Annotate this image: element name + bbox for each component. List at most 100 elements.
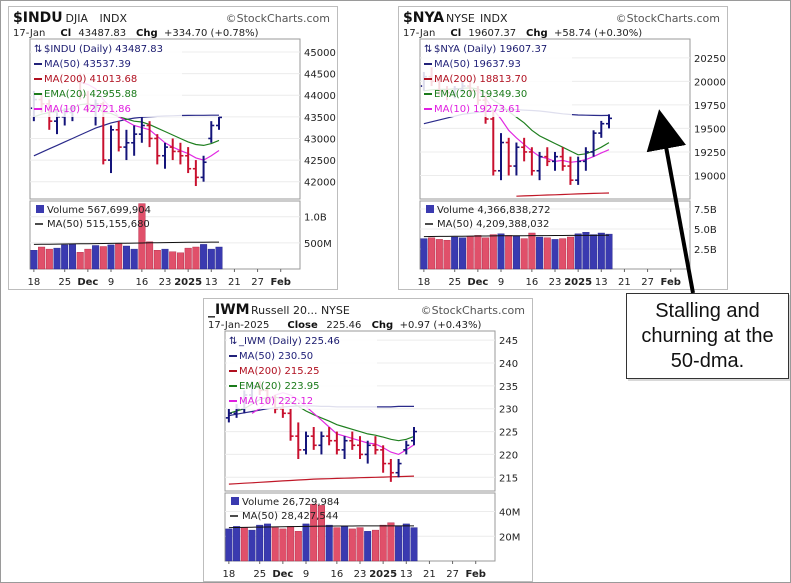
legend-entry: MA(50) 43537.39: [44, 59, 131, 70]
x-tick-label: 25: [253, 569, 266, 580]
chart-date: 17-Jan: [403, 28, 435, 39]
chart-exchange: NYSE: [446, 12, 475, 25]
y-tick-label: 220: [499, 450, 518, 461]
chg-value: +334.70 (+0.78%): [164, 28, 259, 39]
price-bar: [216, 116, 222, 130]
x-tick-label: Feb: [661, 277, 681, 288]
volume-bar: [543, 237, 551, 270]
volume-bar: [146, 241, 154, 270]
volume-bar: [402, 523, 410, 562]
chart-symbol: $INDU: [13, 10, 63, 26]
ma200-line: [516, 192, 610, 197]
volume-bar: [474, 235, 482, 270]
x-tick-label: 2025: [564, 277, 592, 288]
chart-symbol: $NYA: [403, 10, 444, 26]
x-tick-label: 25: [448, 277, 461, 288]
vol-tick-label: 20M: [499, 532, 520, 543]
price-bar: [490, 109, 497, 176]
volume-bar: [310, 503, 318, 562]
volume-bar: [341, 526, 349, 562]
price-bar: [380, 445, 387, 473]
volume-bar: [84, 248, 92, 270]
price-bar: [303, 431, 309, 455]
volume-bar: [215, 246, 223, 270]
price-bar: [318, 431, 325, 455]
volume-bar: [53, 247, 61, 270]
close-label: Cl: [60, 28, 71, 39]
x-tick-label: 23: [159, 277, 172, 288]
close-value: 225.46: [326, 320, 361, 331]
price-bar: [552, 151, 558, 171]
y-tick-label: 44500: [304, 70, 336, 81]
y-tick-label: 20000: [694, 77, 726, 88]
legend-entry: MA(10) 42721.86: [44, 104, 131, 115]
chart-kind: INDX: [480, 12, 508, 25]
volume-bar: [605, 233, 613, 270]
price-bar: [310, 427, 317, 450]
x-tick-label: 13: [595, 277, 608, 288]
x-tick-label: 25: [58, 277, 71, 288]
y-tick-label: 44000: [304, 91, 336, 102]
legend: ⇅ $NYA (Daily) 19607.37 MA(50) 19637.93 MA(…: [422, 41, 572, 117]
volume-bar: [200, 244, 208, 270]
x-tick-label: 9: [108, 277, 114, 288]
legend-bar-icon: ⇅: [229, 336, 237, 347]
volume-bar: [61, 244, 69, 270]
legend-entry: EMA(20) 19349.30: [434, 89, 527, 100]
y-tick-label: 19000: [694, 171, 726, 182]
vol-tick-label: 40M: [499, 508, 520, 519]
x-tick-label: 18: [222, 569, 235, 580]
volume-bar: [264, 523, 272, 562]
price-bar: [513, 142, 520, 176]
price-bar: [411, 427, 417, 446]
price-bar: [606, 114, 612, 129]
volume-bar: [520, 238, 528, 270]
y-tick-label: 45000: [304, 48, 336, 59]
volume-bar: [512, 235, 520, 270]
volume-bar: [528, 232, 536, 270]
price-bar: [208, 121, 215, 143]
y-tick-label: 215: [499, 473, 518, 484]
volume-bar: [566, 236, 574, 270]
price-bar: [169, 138, 176, 161]
legend-entry: MA(50) 230.50: [239, 351, 313, 362]
x-tick-label: Dec: [272, 569, 293, 580]
price-bar: [131, 125, 138, 156]
volume-bar: [428, 237, 436, 270]
volume-bar: [248, 529, 256, 562]
vol-tick-label: 7.5B: [694, 205, 717, 216]
volume-bar: [161, 248, 169, 270]
legend-entry: MA(50) 19637.93: [434, 59, 521, 70]
volume-bar: [30, 249, 38, 270]
volume-bar: [207, 248, 215, 270]
price-bar: [498, 133, 504, 181]
volume-bar: [371, 529, 379, 562]
volume-bar: [153, 249, 161, 270]
price-bar: [177, 142, 184, 165]
price-bar: [115, 121, 122, 152]
price-bar: [575, 156, 582, 185]
volume-label: Volume 26,729,984: [242, 497, 340, 508]
vol-tick-label: 2.5B: [694, 245, 717, 256]
price-bar: [567, 156, 574, 185]
price-bar: [192, 160, 199, 187]
indu-chart: $INDU DJIA INDX ©StockCharts.com 17-Jan Cl 434…: [8, 6, 338, 290]
legend-entry: MA(200) 215.25: [239, 366, 320, 377]
chg-label: Chg: [372, 320, 394, 331]
volume-bar: [459, 237, 467, 270]
legend-entry: MA(10) 19273.61: [434, 104, 521, 115]
volume-bar: [387, 522, 395, 562]
price-bar: [582, 147, 589, 171]
price-bar: [357, 436, 363, 459]
price-bar: [364, 440, 371, 464]
chart-exchange: Russell 20... NYSE: [251, 304, 350, 317]
price-bar: [341, 436, 348, 459]
vol-tick-label: 500M: [304, 239, 332, 250]
x-tick-label: 2025: [369, 569, 397, 580]
price-bar: [108, 125, 114, 174]
legend-entry: MA(10) 222.12: [239, 396, 313, 407]
y-tick-label: 20250: [694, 54, 726, 65]
volume-bar: [256, 524, 264, 562]
volume-ma-line: [423, 234, 609, 238]
